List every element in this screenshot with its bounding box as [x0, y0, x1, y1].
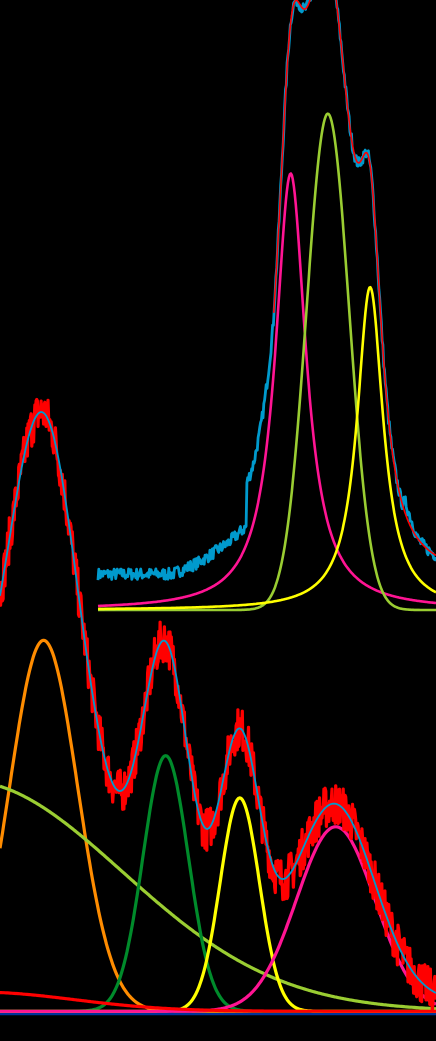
upper-component-3-line	[97, 285, 436, 611]
upper-spectrum-panel	[96, 0, 436, 612]
lower-component-6-line	[0, 991, 436, 1013]
upper-component-1-line	[97, 172, 436, 608]
lower-component-2-line	[0, 784, 436, 1011]
lower-measured-line	[0, 397, 436, 1013]
upper-fit-line	[273, 0, 436, 556]
lower-fit-line	[0, 411, 436, 994]
lower-spectrum-panel	[0, 397, 436, 1016]
